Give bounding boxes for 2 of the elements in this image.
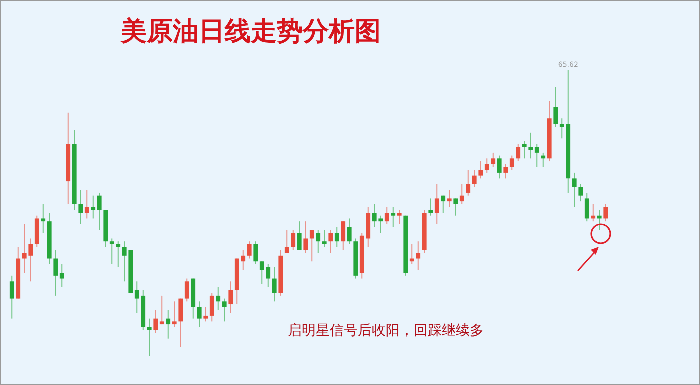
chart-title: 美原油日线走势分析图 bbox=[120, 17, 381, 46]
annotation: 启明星信号后收阳，回踩继续多 bbox=[288, 323, 484, 339]
